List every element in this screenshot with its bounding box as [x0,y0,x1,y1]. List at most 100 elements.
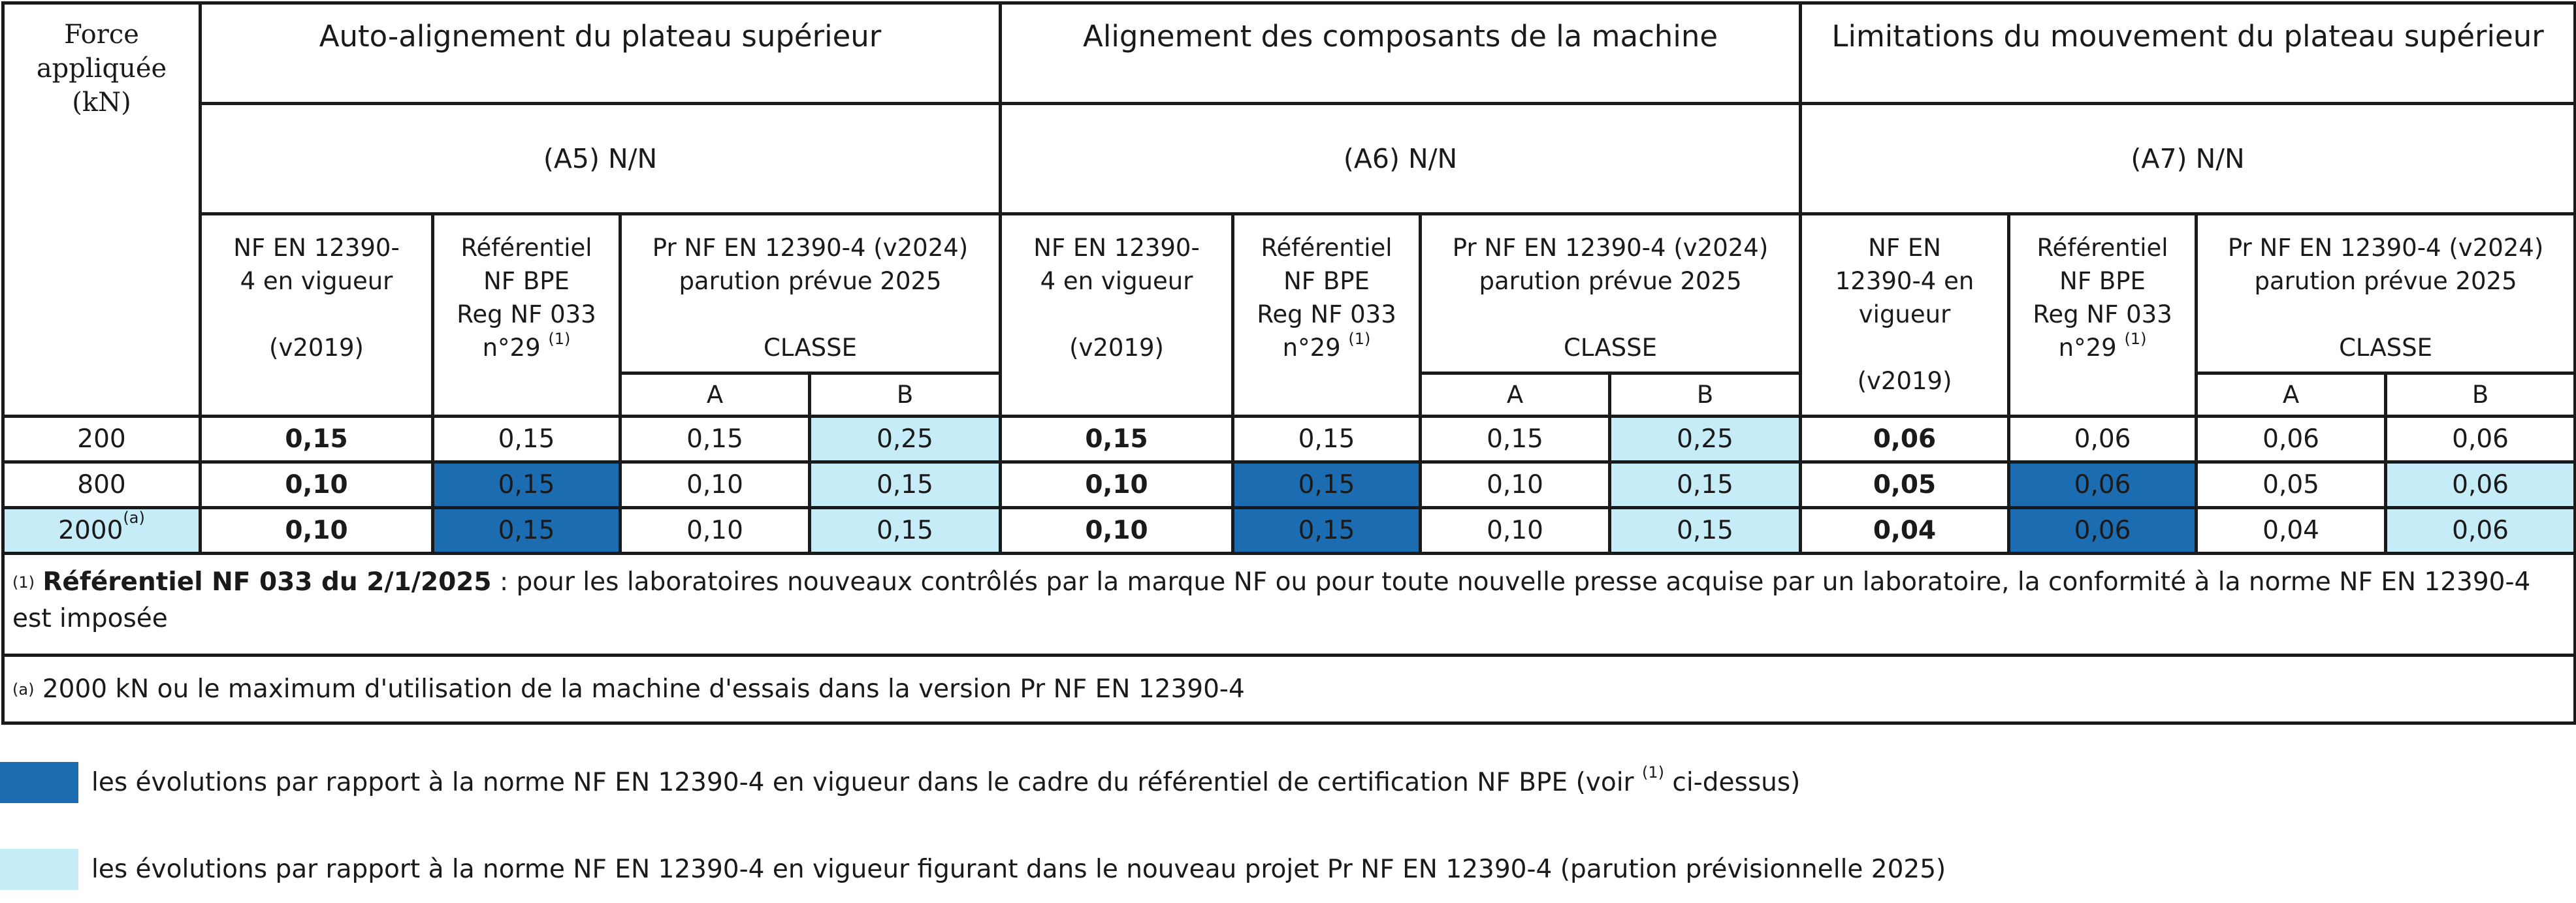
subheader-pr-standard: Pr NF EN 12390-4 (v2024) parution prévue… [618,212,1003,375]
force-value: 2000(a) [1,506,202,555]
class-a-header: A [2195,372,2388,418]
subheader-line: NF EN 12390- [1033,234,1200,262]
subheader-line: n°29 [482,334,549,362]
subheader-pr-standard: Pr NF EN 12390-4 (v2024) parution prévue… [2195,212,2576,375]
force-header-line: Force [64,20,139,50]
force-value: 800 [1,460,202,509]
value-cell: 0,06 [2007,415,2198,464]
value-cell-highlight-dark: 0,15 [1231,506,1423,555]
force-value-text: 800 [77,469,126,499]
legend-dark-text-part: ci-dessus) [1664,768,1801,797]
legend-light: les évolutions par rapport à la norme NF… [0,849,2547,890]
subheader-line: Pr NF EN 12390-4 (v2024) [652,234,969,262]
value-cell: 0,15 [999,415,1235,464]
subheader-line: n°29 [1282,334,1349,362]
value-cell: 0,10 [199,506,434,555]
subheader-line: Reg NF 033 [2033,300,2172,328]
legend-dark-text-part: les évolutions par rapport à la norme NF… [91,768,1642,797]
value-cell: 0,10 [199,460,434,509]
legend-dark-text: les évolutions par rapport à la norme NF… [91,765,1800,801]
group-ref-a7: (A7) N/N [1799,102,2576,215]
value-cell: 0,10 [1419,460,1612,509]
subheader-line: parution prévue 2025 [679,267,942,295]
group-ref-a5: (A5) N/N [198,102,1003,215]
footnote-mark: (1) [548,330,571,348]
subheader-line: 4 en vigueur [240,267,393,295]
value-cell: 0,10 [619,506,811,555]
value-cell: 0,15 [1231,415,1423,464]
force-value: 200 [1,415,202,464]
force-header-line: appliquée [36,54,167,84]
value-cell: 0,04 [2195,506,2388,555]
value-cell: 0,06 [1799,415,2011,464]
value-cell: 0,06 [2384,415,2576,464]
subheader-nf-bpe: Référentiel NF BPE Reg NF 033 n°29 (1) [1231,212,1423,418]
class-a-header: A [1419,372,1612,418]
legend-light-text: les évolutions par rapport à la norme NF… [91,855,1946,884]
subheader-line: parution prévue 2025 [2254,267,2517,295]
value-cell: 0,15 [431,415,622,464]
footnote-1-title: Référentiel NF 033 du 2/1/2025 [42,567,492,597]
value-cell-highlight-dark: 0,06 [2007,460,2198,509]
subheader-version: (v2019) [269,334,364,362]
value-cell: 0,05 [1799,460,2011,509]
value-cell: 0,10 [999,506,1235,555]
subheader-line: 4 en vigueur [1040,267,1193,295]
group-title-self-alignment: Auto-alignement du plateau supérieur [198,1,1003,105]
subheader-line: parution prévue 2025 [1479,267,1742,295]
subheader-nf-bpe: Référentiel NF BPE Reg NF 033 n°29 (1) [2007,212,2198,418]
subheader-line: Référentiel [1261,234,1393,262]
footnote-1: (1) Référentiel NF 033 du 2/1/2025 : pou… [1,552,2576,657]
subheader-line: Référentiel [2037,234,2168,262]
table-row: 800 0,10 0,15 0,10 0,15 0,10 0,15 0,10 0… [1,460,2576,509]
value-cell: 0,15 [619,415,811,464]
table-row: 2000(a) 0,10 0,15 0,10 0,15 0,10 0,15 0,… [1,506,2576,555]
value-cell: 0,15 [199,415,434,464]
value-cell: 0,10 [619,460,811,509]
subheader-classe: CLASSE [1564,334,1658,362]
subheader-classe: CLASSE [2339,334,2433,362]
value-cell-highlight-dark: 0,06 [2007,506,2198,555]
value-cell-highlight-dark: 0,15 [1231,460,1423,509]
subheader-classe: CLASSE [764,334,857,362]
value-cell-highlight-light: 0,15 [807,506,1003,555]
subheader-nf-bpe: Référentiel NF BPE Reg NF 033 n°29 (1) [431,212,622,418]
group-title-component-alignment: Alignement des composants de la machine [999,1,1803,105]
group-title-movement-limits: Limitations du mouvement du plateau supé… [1799,1,2576,105]
value-cell: 0,06 [2195,415,2388,464]
subheader-line: Reg NF 033 [1257,300,1396,328]
subheader-version: (v2019) [1069,334,1164,362]
value-cell: 0,04 [1799,506,2011,555]
force-header: Force appliquée (kN) [1,1,202,418]
subheader-line: Reg NF 033 [457,300,596,328]
force-value-text: 200 [77,424,126,454]
subheader-line: Pr NF EN 12390-4 (v2024) [2227,234,2544,262]
class-b-header: B [1608,372,1803,418]
subheader-line: NF EN [1868,234,1941,262]
value-cell-highlight-light: 0,25 [807,415,1003,464]
value-cell-highlight-light: 0,25 [1608,415,1803,464]
force-header-line: (kN) [72,87,131,118]
subheader-line: n°29 [2058,334,2125,362]
subheader-current-standard: NF EN 12390- 4 en vigueur (v2019) [199,212,434,418]
legend-swatch-dark [0,762,78,803]
value-cell-highlight-light: 0,15 [1608,506,1803,555]
subheader-current-standard: NF EN 12390- 4 en vigueur (v2019) [999,212,1235,418]
subheader-line: NF EN 12390- [233,234,400,262]
footnote-mark: (1) [2124,330,2147,348]
value-cell: 0,10 [999,460,1235,509]
footnote-mark: (1) [12,573,35,592]
value-cell-highlight-light: 0,15 [807,460,1003,509]
value-cell-highlight-light: 0,15 [1608,460,1803,509]
class-a-header: A [619,372,811,418]
footnote-mark: (1) [1642,763,1664,782]
class-b-header: B [2384,372,2576,418]
subheader-version: (v2019) [1857,367,1952,395]
subheader-line: NF BPE [1283,267,1370,295]
footnote-a-text: 2000 kN ou le maximum d'utilisation de l… [34,674,1245,704]
subheader-current-standard: NF EN 12390-4 en vigueur (v2019) [1799,212,2011,418]
subheader-line: 12390-4 en [1835,267,1974,295]
class-b-header: B [807,372,1003,418]
footnote-mark: (a) [123,508,145,527]
footnote-mark: (1) [1348,330,1371,348]
